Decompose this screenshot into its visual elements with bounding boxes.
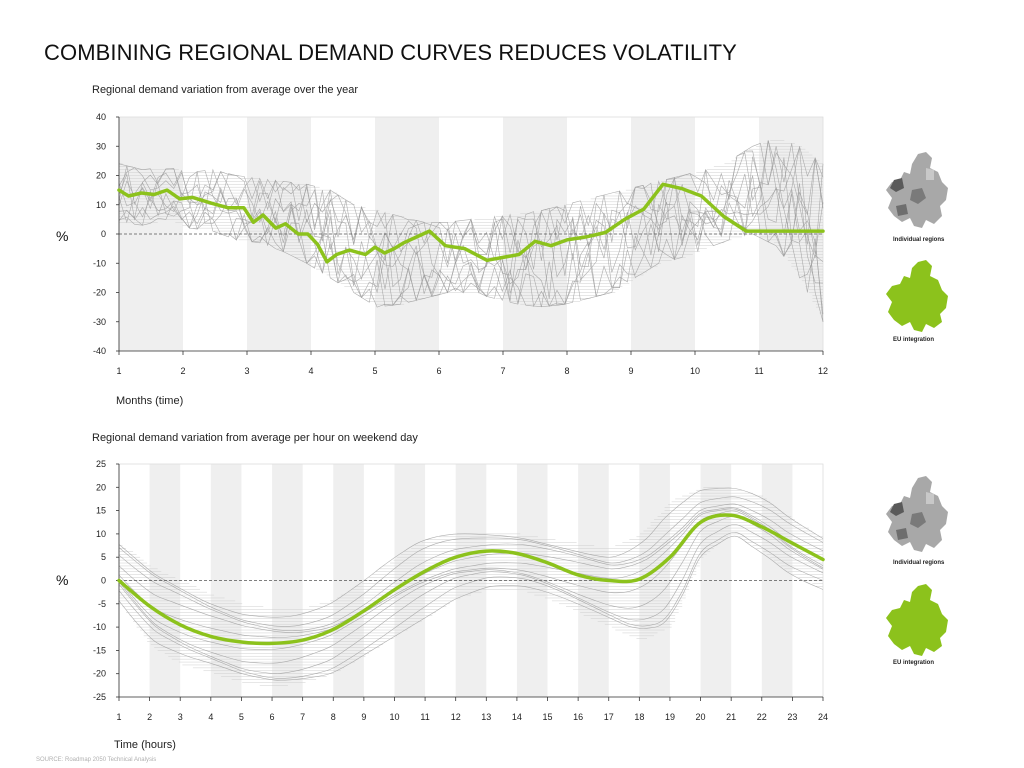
- x-tick-label: 10: [690, 366, 700, 376]
- x-tick-label: 13: [481, 712, 491, 722]
- x-tick-label: 9: [628, 366, 633, 376]
- y-tick-label: 10: [96, 529, 106, 539]
- y-tick-label: -25: [93, 692, 106, 702]
- region-curve: [118, 171, 824, 294]
- x-tick-label: 24: [818, 712, 828, 722]
- region-curve: [118, 496, 824, 627]
- x-tick-label: 10: [389, 712, 399, 722]
- x-tick-label: 9: [361, 712, 366, 722]
- legend-individual-regions-label-2: Individual regions: [893, 560, 945, 566]
- europe-map-green-icon: [886, 260, 948, 332]
- x-tick-label: 7: [300, 712, 305, 722]
- y-tick-label: -20: [93, 669, 106, 679]
- x-tick-label: 3: [178, 712, 183, 722]
- region-curve: [118, 535, 824, 681]
- y-tick-label: -20: [93, 288, 106, 298]
- x-tick-label: 6: [270, 712, 275, 722]
- x-tick-label: 23: [787, 712, 797, 722]
- region-curve: [118, 532, 824, 679]
- x-tick-label: 14: [512, 712, 522, 722]
- region-curve: [118, 180, 824, 308]
- legend-individual-regions-label-1: Individual regions: [893, 237, 945, 243]
- chart2-title: Regional demand variation from average p…: [92, 432, 418, 444]
- region-curve: [118, 156, 824, 301]
- europe-map-grey-icon-2: [886, 476, 948, 552]
- y-tick-label: 5: [101, 552, 106, 562]
- x-tick-label: 1: [116, 712, 121, 722]
- x-tick-label: 8: [331, 712, 336, 722]
- region-curve: [118, 142, 824, 258]
- y-tick-label: -10: [93, 258, 106, 268]
- y-tick-label: 40: [96, 112, 106, 122]
- x-tick-label: 21: [726, 712, 736, 722]
- x-tick-label: 1: [116, 366, 121, 376]
- chart1-x-axis-label: Months (time): [116, 395, 184, 407]
- x-tick-label: 6: [436, 366, 441, 376]
- x-tick-label: 11: [420, 712, 429, 722]
- x-tick-label: 2: [180, 366, 185, 376]
- x-tick-label: 15: [543, 712, 553, 722]
- region-curve: [118, 503, 824, 632]
- chart-band: [272, 464, 303, 697]
- x-tick-label: 4: [208, 712, 213, 722]
- x-tick-label: 20: [696, 712, 706, 722]
- region-curve: [118, 175, 824, 315]
- eu-integration-line: [117, 513, 825, 646]
- region-curve: [118, 140, 824, 264]
- y-tick-label: -5: [98, 599, 106, 609]
- x-tick-label: 16: [573, 712, 583, 722]
- europe-map-grey-icon: [886, 152, 948, 228]
- x-tick-label: 5: [372, 366, 377, 376]
- x-tick-label: 18: [634, 712, 644, 722]
- legend-eu-integration-label-2: EU integration: [893, 660, 935, 666]
- x-tick-label: 4: [308, 366, 313, 376]
- x-tick-label: 17: [604, 712, 614, 722]
- chart1-title: Regional demand variation from average o…: [92, 84, 358, 96]
- page-title: COMBINING REGIONAL DEMAND CURVES REDUCES…: [44, 40, 737, 65]
- x-tick-label: 11: [754, 366, 763, 376]
- x-tick-label: 8: [564, 366, 569, 376]
- x-tick-label: 5: [239, 712, 244, 722]
- eu-integration-line: [117, 182, 825, 264]
- region-curve: [118, 508, 824, 638]
- y-tick-label: 10: [96, 200, 106, 210]
- x-tick-label: 2: [147, 712, 152, 722]
- y-tick-label: 20: [96, 171, 106, 181]
- y-tick-label: 25: [96, 459, 106, 469]
- y-tick-label: -15: [93, 645, 106, 655]
- chart1-y-axis-label: %: [56, 228, 69, 244]
- chart2-y-axis-label: %: [56, 572, 69, 588]
- y-tick-label: -40: [93, 346, 106, 356]
- y-tick-label: 20: [96, 482, 106, 492]
- region-curve: [118, 524, 824, 674]
- region-curve: [118, 487, 824, 618]
- x-tick-label: 22: [757, 712, 767, 722]
- chart2-x-axis-label: Time (hours): [114, 739, 176, 751]
- y-tick-label: 0: [101, 229, 106, 239]
- y-tick-label: -10: [93, 622, 106, 632]
- region-curve: [118, 188, 824, 322]
- y-tick-label: 0: [101, 576, 106, 586]
- europe-map-green-icon-2: [886, 584, 948, 656]
- y-tick-label: 30: [96, 141, 106, 151]
- x-tick-label: 3: [244, 366, 249, 376]
- x-tick-label: 19: [665, 712, 675, 722]
- region-curve: [118, 507, 824, 633]
- x-tick-label: 7: [500, 366, 505, 376]
- x-tick-label: 12: [818, 366, 828, 376]
- y-tick-label: 15: [96, 506, 106, 516]
- y-tick-label: -30: [93, 317, 106, 327]
- x-tick-label: 12: [451, 712, 461, 722]
- source-note: SOURCE: Roadmap 2050 Technical Analysis: [36, 757, 157, 763]
- region-curve: [118, 516, 824, 664]
- legend-eu-integration-label-1: EU integration: [893, 337, 935, 343]
